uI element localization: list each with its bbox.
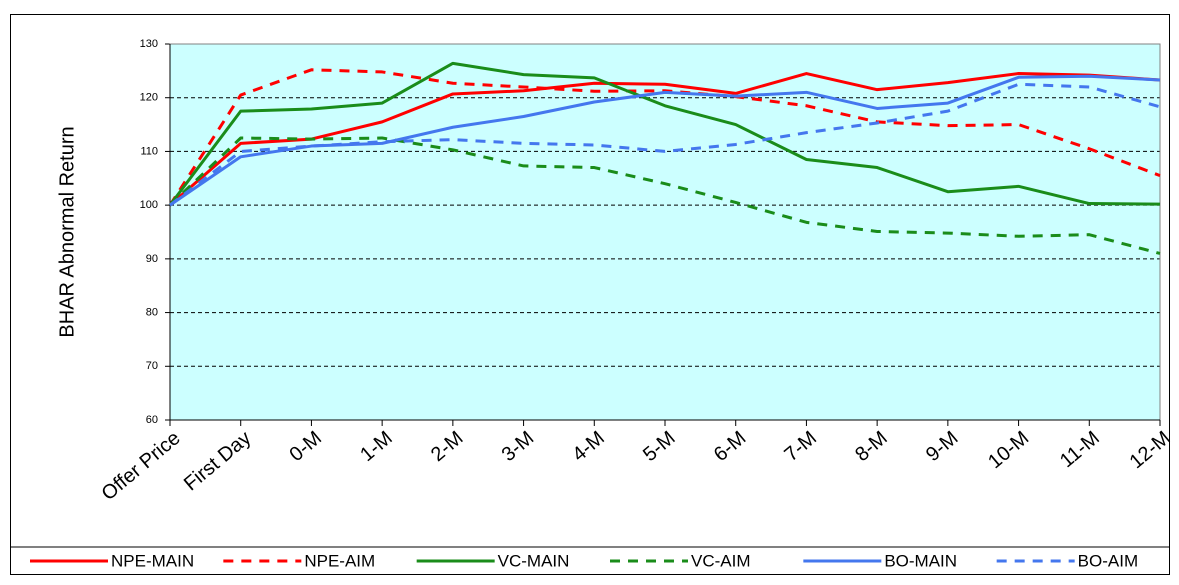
y-tick-label: 110 [140, 145, 158, 157]
y-axis-title: BHAR Abnormal Return [56, 126, 78, 337]
series-line [169, 72, 1161, 207]
y-tick-label: 60 [146, 414, 158, 426]
y-tick-label: 130 [140, 38, 158, 50]
legend-label: VC-AIM [691, 551, 751, 570]
y-tick-label: 80 [146, 306, 158, 318]
legend-label: NPE-AIM [304, 551, 375, 570]
y-tick-label: 120 [140, 92, 158, 104]
plot-area [170, 44, 1160, 420]
legend-label: BO-MAIN [884, 551, 957, 570]
series-line [168, 61, 1161, 207]
series-line [168, 136, 1161, 255]
legend-label: BO-AIM [1078, 551, 1138, 570]
y-tick-label: 100 [140, 199, 158, 211]
y-tick-label: 70 [146, 360, 158, 372]
series-line [168, 68, 1161, 206]
legend-label: NPE-MAIN [111, 551, 194, 570]
series-line [169, 82, 1161, 207]
legend-label: VC-MAIN [498, 551, 570, 570]
y-tick-label: 90 [146, 253, 158, 265]
